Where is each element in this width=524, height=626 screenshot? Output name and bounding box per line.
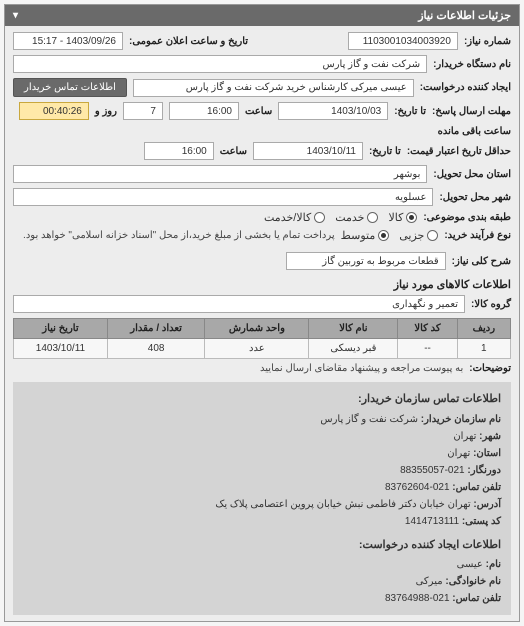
- radio-service-label: خدمت: [335, 211, 364, 224]
- radio-goods-service-icon: [314, 212, 325, 223]
- radio-small-icon: [427, 230, 438, 241]
- radio-goods[interactable]: کالا: [388, 211, 417, 224]
- radio-goods-service[interactable]: کالا/خدمت: [264, 211, 325, 224]
- phone: 021-83762604: [385, 482, 450, 493]
- fax: 021-88355057: [400, 465, 465, 476]
- goods-group-field: تعمیر و نگهداری: [13, 295, 465, 313]
- address: تهران خیابان دکتر فاطمی نبش خیابان پروین…: [215, 499, 470, 510]
- col-name: نام کالا: [309, 319, 398, 339]
- radio-goods-service-label: کالا/خدمت: [264, 211, 311, 224]
- postal-label: کد پستی:: [462, 516, 501, 527]
- price-valid-label: حداقل تاریخ اعتبار قیمت:: [407, 146, 511, 157]
- radio-goods-icon: [406, 212, 417, 223]
- org-name-label: نام سازمان خریدار:: [421, 414, 501, 425]
- announce-label: تاریخ و ساعت اعلان عمومی:: [129, 36, 248, 47]
- collapse-icon[interactable]: ▾: [13, 10, 18, 21]
- deadline-send-until: تا تاریخ:: [394, 106, 426, 117]
- price-valid-date: 1403/10/11: [253, 142, 363, 160]
- price-valid-time: 16:00: [144, 142, 214, 160]
- contact-province-label: استان:: [473, 448, 501, 459]
- items-title: اطلاعات کالاهای مورد نیاز: [13, 278, 511, 291]
- city-field: عسلویه: [13, 188, 433, 206]
- province-field: بوشهر: [13, 165, 427, 183]
- address-label: آدرس:: [473, 499, 501, 510]
- contact-block: اطلاعات تماس سازمان خریدار: نام سازمان خ…: [13, 382, 511, 615]
- cell-name: قبر دیسکی: [309, 339, 398, 359]
- cell-unit: عدد: [205, 339, 309, 359]
- notes-text: به پیوست مراجعه و پیشنهاد مقاضای ارسال ن…: [260, 363, 463, 374]
- panel-body: شماره نیاز: 1103001034003920 تاریخ و ساع…: [5, 26, 519, 621]
- notes-label: توضیحات:: [469, 363, 511, 374]
- need-no-label: شماره نیاز:: [464, 36, 511, 47]
- deadline-send-label: مهلت ارسال پاسخ:: [432, 106, 511, 117]
- col-date: تاریخ نیاز: [14, 319, 108, 339]
- purchase-type-label: نوع فرآیند خرید:: [444, 230, 511, 241]
- table-row[interactable]: 1 -- قبر دیسکی عدد 408 1403/10/11: [14, 339, 511, 359]
- radio-medium-icon: [378, 230, 389, 241]
- need-desc-label: شرح کلی نیاز:: [452, 256, 511, 267]
- table-header-row: ردیف کد کالا نام کالا واحد شمارش تعداد /…: [14, 319, 511, 339]
- purchase-note: پرداخت تمام یا بخشی از مبلغ خرید،از محل …: [23, 230, 335, 241]
- panel-title: جزئیات اطلاعات نیاز: [418, 9, 511, 22]
- buyer-contact-button[interactable]: اطلاعات تماس خریدار: [13, 78, 127, 97]
- radio-service-icon: [367, 212, 378, 223]
- radio-medium-label: متوسط: [341, 229, 376, 242]
- cell-row: 1: [457, 339, 510, 359]
- category-label: طبقه بندی موضوعی:: [423, 212, 511, 223]
- col-unit: واحد شمارش: [205, 319, 309, 339]
- days-value: 7: [123, 102, 163, 120]
- cell-date: 1403/10/11: [14, 339, 108, 359]
- lname-label: نام خانوادگی:: [445, 576, 501, 587]
- panel-header: جزئیات اطلاعات نیاز ▾: [5, 5, 519, 26]
- contact-city-label: شهر:: [479, 431, 501, 442]
- postal: 1414713111: [405, 516, 459, 527]
- buyer-org-field: شرکت نفت و گاز پارس: [13, 55, 427, 73]
- contact-city: تهران: [453, 431, 476, 442]
- need-desc-field: قطعات مربوط به توربین گاز: [286, 252, 446, 270]
- fname: عیسی: [457, 559, 483, 570]
- deadline-send-time: 16:00: [169, 102, 239, 120]
- radio-small[interactable]: جزیی: [399, 229, 438, 242]
- category-radio-group: کالا خدمت کالا/خدمت: [264, 211, 417, 224]
- buyer-org-label: نام دستگاه خریدار:: [433, 59, 511, 70]
- announce-field: 1403/09/26 - 15:17: [13, 32, 123, 50]
- city-label: شهر محل تحویل:: [439, 192, 511, 203]
- days-label: روز و: [95, 106, 117, 117]
- phone-label: تلفن تماس:: [452, 482, 501, 493]
- hour-label-2: ساعت: [220, 146, 247, 157]
- need-no-field: 1103001034003920: [348, 32, 458, 50]
- col-qty: تعداد / مقدار: [107, 319, 204, 339]
- remain-time: 00:40:26: [19, 102, 89, 120]
- col-code: کد کالا: [398, 319, 457, 339]
- contact-province: تهران: [447, 448, 470, 459]
- creator-label: ایجاد کننده درخواست:: [420, 82, 511, 93]
- creator-field: عیسی میرکی کارشناس خرید شرکت نفت و گاز پ…: [133, 79, 414, 97]
- fax-label: دورنگار:: [467, 465, 501, 476]
- fname-label: نام:: [486, 559, 501, 570]
- hour-label-1: ساعت: [245, 106, 272, 117]
- contact-title-2: اطلاعات ایجاد کننده درخواست:: [23, 536, 501, 555]
- phone2-label: تلفن تماس:: [452, 593, 501, 604]
- col-row: ردیف: [457, 319, 510, 339]
- goods-group-label: گروه کالا:: [471, 299, 511, 310]
- items-table: ردیف کد کالا نام کالا واحد شمارش تعداد /…: [13, 318, 511, 359]
- radio-medium[interactable]: متوسط: [341, 229, 390, 242]
- remain-label: ساعت باقی مانده: [438, 126, 511, 137]
- lname: میرکی: [416, 576, 443, 587]
- phone2: 021-83764988: [385, 593, 450, 604]
- purchase-type-radio-group: جزیی متوسط: [341, 229, 439, 242]
- radio-small-label: جزیی: [399, 229, 424, 242]
- deadline-send-date: 1403/10/03: [278, 102, 388, 120]
- org-name: شرکت نفت و گاز پارس: [320, 414, 418, 425]
- radio-service[interactable]: خدمت: [335, 211, 378, 224]
- radio-goods-label: کالا: [388, 211, 403, 224]
- contact-title-1: اطلاعات تماس سازمان خریدار:: [23, 390, 501, 409]
- need-details-panel: جزئیات اطلاعات نیاز ▾ شماره نیاز: 110300…: [4, 4, 520, 622]
- cell-code: --: [398, 339, 457, 359]
- price-valid-until: تا تاریخ:: [369, 146, 401, 157]
- cell-qty: 408: [107, 339, 204, 359]
- province-label: استان محل تحویل:: [433, 169, 511, 180]
